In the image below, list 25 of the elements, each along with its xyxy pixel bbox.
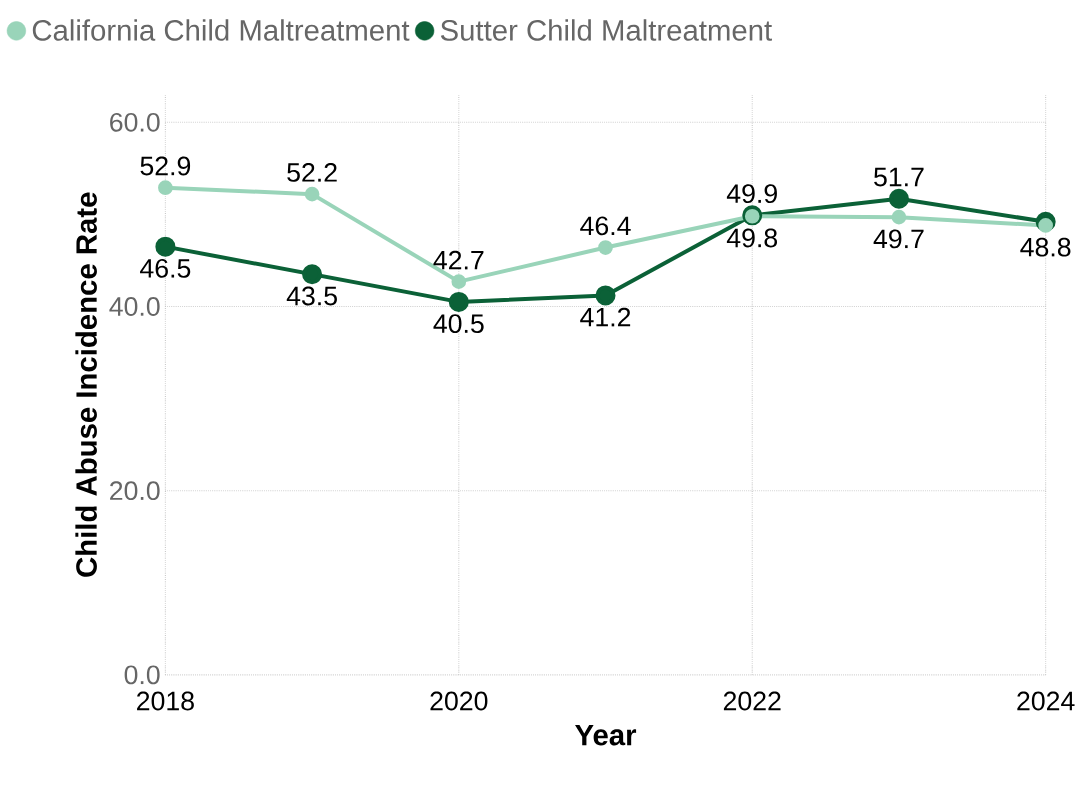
x-tick-label: 2018 [137, 691, 194, 711]
data-label: 49.7 [873, 229, 924, 249]
x-tick-label: 2020 [430, 691, 488, 711]
data-label: 52.9 [140, 156, 191, 176]
data-label: 46.5 [140, 258, 191, 278]
legend-label: California Child Maltreatment [32, 19, 410, 41]
legend-label: Sutter Child Maltreatment [440, 19, 772, 41]
x-tick-label: 2024 [1017, 691, 1075, 711]
y-tick-label: 40.0 [109, 297, 160, 316]
data-label: 49.8 [726, 228, 778, 248]
x-axis-title: Year [575, 725, 637, 746]
data-label: 52.2 [287, 163, 337, 182]
y-axis-title: Child Abuse Incidence Rate [75, 192, 97, 577]
data-label: 42.7 [433, 250, 484, 270]
y-tick-label: 0.0 [124, 665, 160, 685]
y-tick-label: 60.0 [110, 112, 160, 132]
y-tick-label: 20.0 [110, 481, 160, 501]
data-label: 51.7 [874, 167, 924, 187]
data-label: 46.4 [580, 216, 631, 236]
x-tick-label: 2022 [723, 691, 781, 711]
data-label: 41.2 [580, 307, 631, 327]
data-label: 48.8 [1020, 237, 1071, 257]
data-label: 40.5 [433, 314, 484, 334]
data-label: 43.5 [286, 286, 337, 306]
data-label: 49.9 [726, 184, 777, 204]
